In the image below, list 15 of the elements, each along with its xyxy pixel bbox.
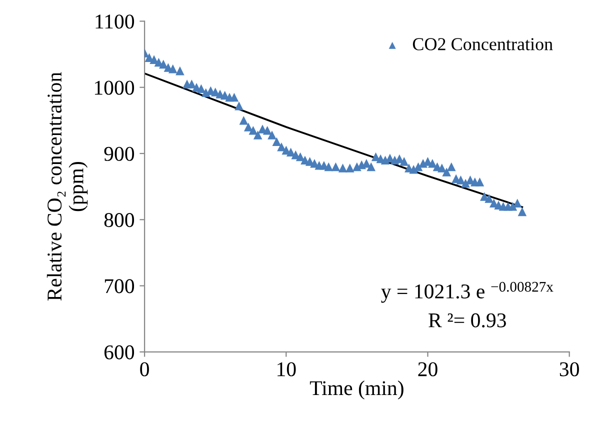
annotation: y = 1021.3 e $^{−0.00827x}$ xyxy=(381,282,554,303)
y-tick-label: 1000 xyxy=(94,80,134,95)
y-tick-label: 900 xyxy=(104,146,134,161)
y-tick-label: 1100 xyxy=(96,14,134,29)
annotation: R ²= 0.93 xyxy=(428,313,506,328)
y-tick-label: 800 xyxy=(104,213,134,228)
legend-label: CO2 Concentration xyxy=(412,38,553,50)
y-tick-label: 700 xyxy=(104,279,134,294)
x-tick-label: 10 xyxy=(278,362,296,376)
y-axis-title: Relative CO₂ concentration (ppm) xyxy=(46,72,88,301)
y-tick-label: 600 xyxy=(104,345,134,360)
x-tick-label: 0 xyxy=(140,362,149,376)
x-tick-label: 30 xyxy=(560,362,579,376)
x-axis-title: Time (min) xyxy=(310,380,404,400)
x-tick-label: 20 xyxy=(418,362,438,376)
